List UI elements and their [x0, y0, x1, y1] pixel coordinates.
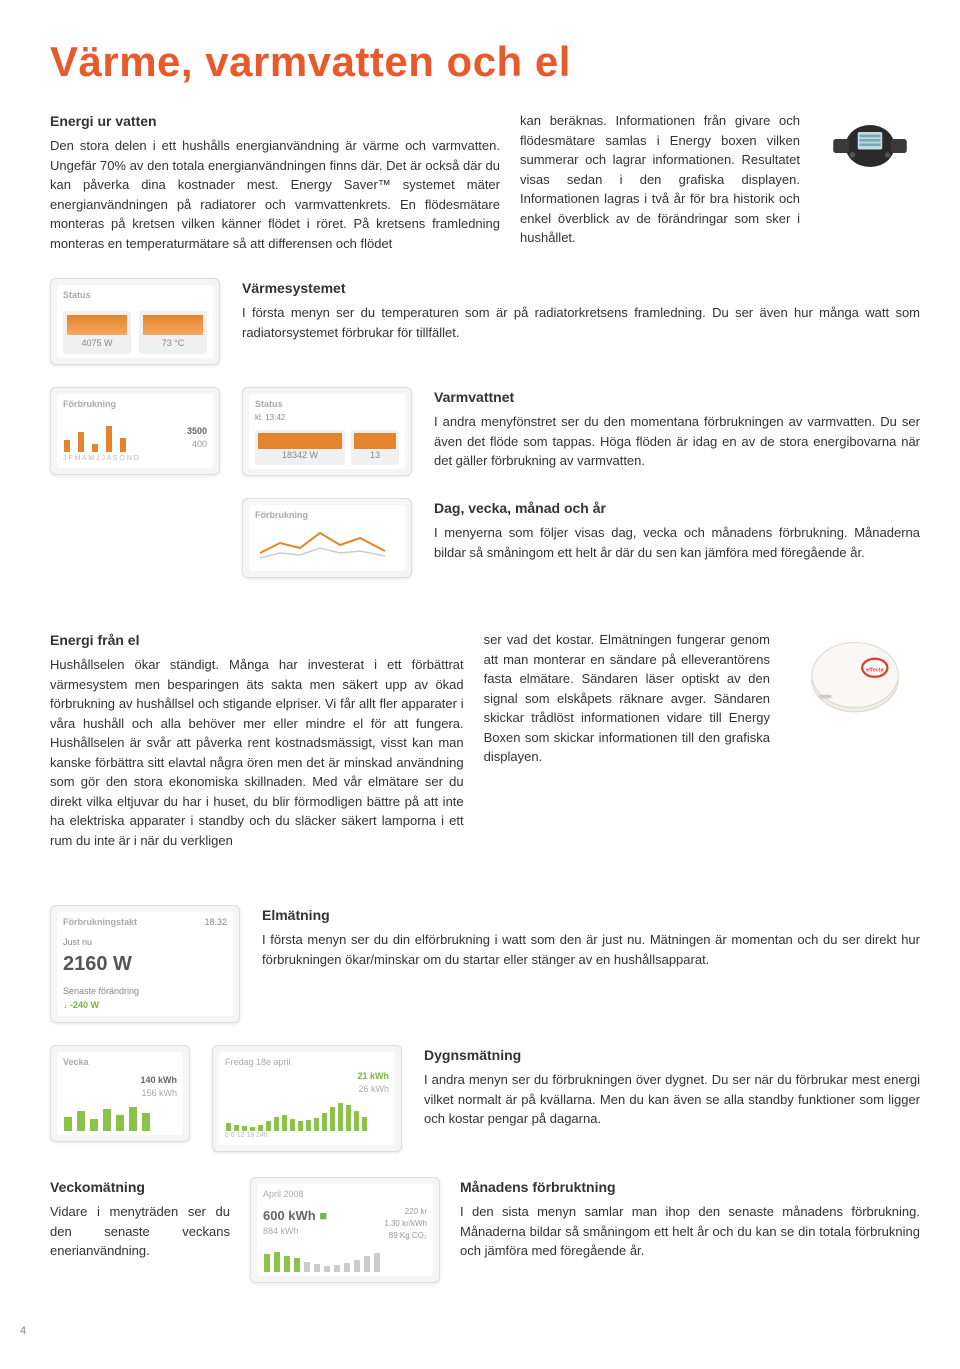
- takt-watt: 2160 W: [63, 949, 227, 979]
- dag-label: Fredag 18e april: [225, 1056, 389, 1070]
- status-label: Status: [63, 289, 207, 303]
- forbrukning-val1: 3500: [133, 425, 207, 439]
- varmesystemet-row: Status 4075 W 73 °C Värmesystemet I förs…: [50, 278, 920, 365]
- status2-val: 18342 W: [282, 450, 318, 460]
- varmvattnet-body: I andra menyfönstret ser du den momentan…: [434, 412, 920, 471]
- veckomatning-body: Vidare i menyträden ser du den senaste v…: [50, 1202, 230, 1261]
- manadens-heading: Månadens förbruktning: [460, 1177, 920, 1198]
- dygnsmatning-body: I andra menyn ser du förbrukningen över …: [424, 1070, 920, 1129]
- energi-el-col2: ser vad det kostar. Elmätningen fungerar…: [484, 630, 770, 767]
- screenshot-manad: April 2008 600 kWh ■ 884 kWh 220 kr 1.30…: [250, 1177, 440, 1283]
- dag-v1: 21 kWh: [357, 1071, 389, 1081]
- elmatning-body: I första menyn ser du din elförbrukning …: [262, 930, 920, 969]
- status-watt: 4075 W: [81, 338, 112, 348]
- vecka-v2: 156 kWh: [63, 1087, 177, 1101]
- status2-label: Status: [255, 398, 399, 412]
- dag-v2: 26 kWh: [358, 1084, 389, 1094]
- dag-axis: 0 6 12 18 24h: [225, 1131, 389, 1142]
- sensor-disc-icon: effecta: [800, 630, 910, 720]
- screenshot-vecka: Vecka 140 kWh 156 kWh: [50, 1045, 190, 1142]
- varmvattnet-row: Förbrukning 3500 400 J F M A M J J A S O…: [50, 387, 920, 476]
- svg-text:effecta: effecta: [866, 667, 884, 673]
- forbrukning2-label: Förbrukning: [255, 509, 399, 523]
- status2-time: kl. 13:42: [255, 412, 399, 424]
- energi-el-col1: Hushållselen ökar ständigt. Många har in…: [50, 655, 464, 850]
- varmesystemet-heading: Värmesystemet: [242, 278, 920, 299]
- dagvecka-heading: Dag, vecka, månad och år: [434, 498, 920, 519]
- takt-change-label: Senaste förändring: [63, 985, 227, 999]
- dagvecka-body: I menyerna som följer visas dag, vecka o…: [434, 523, 920, 562]
- dygnsmatning-heading: Dygnsmätning: [424, 1045, 920, 1066]
- page-title: Värme, varmvatten och el: [50, 30, 920, 93]
- screenshot-takt: Förbrukningstakt 18.32 Just nu 2160 W Se…: [50, 905, 240, 1023]
- manad-v2: 884 kWh: [263, 1225, 327, 1239]
- energi-el-heading: Energi från el: [50, 630, 464, 651]
- elmatning-row: Förbrukningstakt 18.32 Just nu 2160 W Se…: [50, 905, 920, 1023]
- takt-time: 18.32: [204, 916, 227, 930]
- bottom-row: Veckomätning Vidare i menyträden ser du …: [50, 1177, 920, 1283]
- veckomatning-heading: Veckomätning: [50, 1177, 230, 1198]
- intro-heading: Energi ur vatten: [50, 111, 500, 132]
- screenshot-forbrukning2: Förbrukning: [242, 498, 412, 578]
- takt-change: -240 W: [70, 1000, 99, 1010]
- manad-label: April 2008: [263, 1188, 427, 1202]
- vecka-v1: 140 kWh: [63, 1074, 177, 1088]
- varmvattnet-heading: Varmvattnet: [434, 387, 920, 408]
- intro-col1: Den stora delen i ett hushålls energianv…: [50, 136, 500, 253]
- dagvecka-row: Förbrukning Dag, vecka, månad och år I m…: [50, 498, 920, 578]
- screenshot-forbrukning: Förbrukning 3500 400 J F M A M J J A S O…: [50, 387, 220, 475]
- elmatning-heading: Elmätning: [262, 905, 920, 926]
- screenshot-status2: Status kl. 13:42 18342 W 13: [242, 387, 412, 476]
- vecka-label: Vecka: [63, 1056, 177, 1070]
- energi-el-section: Energi från el Hushållselen ökar ständig…: [50, 630, 920, 850]
- flow-meter-icon: [825, 111, 915, 181]
- page-number: 4: [20, 1323, 920, 1340]
- manad-v1: 600 kWh: [263, 1208, 316, 1223]
- manad-r2: 1.30 kr/kWh: [384, 1218, 427, 1230]
- takt-just: Just nu: [63, 936, 227, 950]
- status2-flow: 13: [370, 450, 380, 460]
- line-chart-icon: [255, 523, 395, 563]
- screenshot-dag: Fredag 18e april 21 kWh 26 kWh: [212, 1045, 402, 1152]
- intro-col2: kan beräknas. Informationen från givare …: [520, 111, 800, 248]
- forbrukning-label: Förbrukning: [63, 398, 207, 412]
- status-temp: 73 °C: [162, 338, 185, 348]
- screenshot-status: Status 4075 W 73 °C: [50, 278, 220, 365]
- manad-r3: 89 Kg CO₂: [384, 1230, 427, 1242]
- varmesystemet-body: I första menyn ser du temperaturen som ä…: [242, 303, 920, 342]
- manad-r1: 220 kr: [384, 1206, 427, 1218]
- forbrukning-val2: 400: [133, 438, 207, 452]
- takt-label: Förbrukningstakt: [63, 916, 137, 930]
- intro-section: Energi ur vatten Den stora delen i ett h…: [50, 111, 920, 253]
- dygnsmatning-row: Vecka 140 kWh 156 kWh Fredag: [50, 1045, 920, 1152]
- manadens-body: I den sista menyn samlar man ihop den se…: [460, 1202, 920, 1261]
